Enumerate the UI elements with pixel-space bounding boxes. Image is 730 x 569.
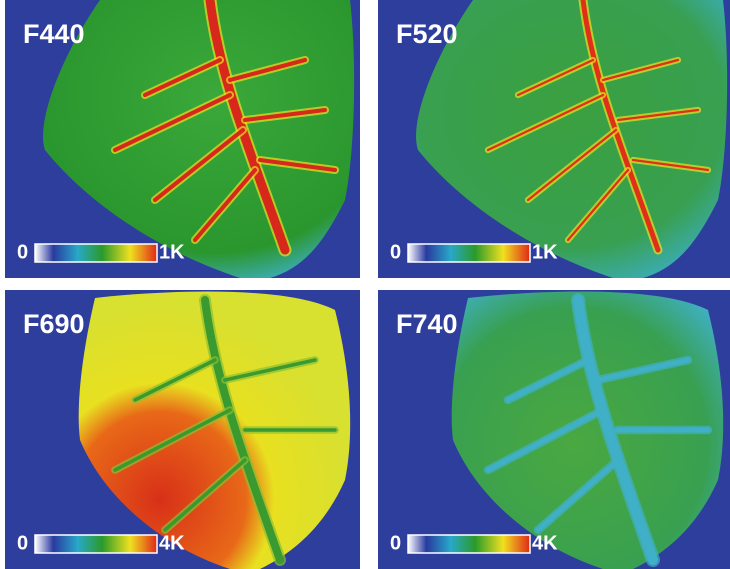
colorbar [408,535,530,553]
scale-max: 1K [159,241,185,263]
panel-label: F520 [396,19,458,49]
panel: F440 0 1K [5,0,360,278]
colorbar [408,244,530,262]
panel: F740 0 4K [378,290,730,569]
panel-label: F440 [23,19,85,49]
figure: F440 0 1K F520 0 1K F690 0 4K F740 0 4K [0,0,730,569]
panel-label: F690 [23,309,85,339]
panel-label: F740 [396,309,458,339]
scale-min: 0 [390,241,401,263]
panel: F520 0 1K [378,0,730,278]
colorbar [35,535,157,553]
scale-min: 0 [17,241,28,263]
scale-min: 0 [17,532,28,554]
colorbar [35,244,157,262]
scale-max: 4K [159,532,185,554]
scale-max: 1K [532,241,558,263]
scale-max: 4K [532,532,558,554]
scale-min: 0 [390,532,401,554]
panel: F690 0 4K [5,290,360,569]
